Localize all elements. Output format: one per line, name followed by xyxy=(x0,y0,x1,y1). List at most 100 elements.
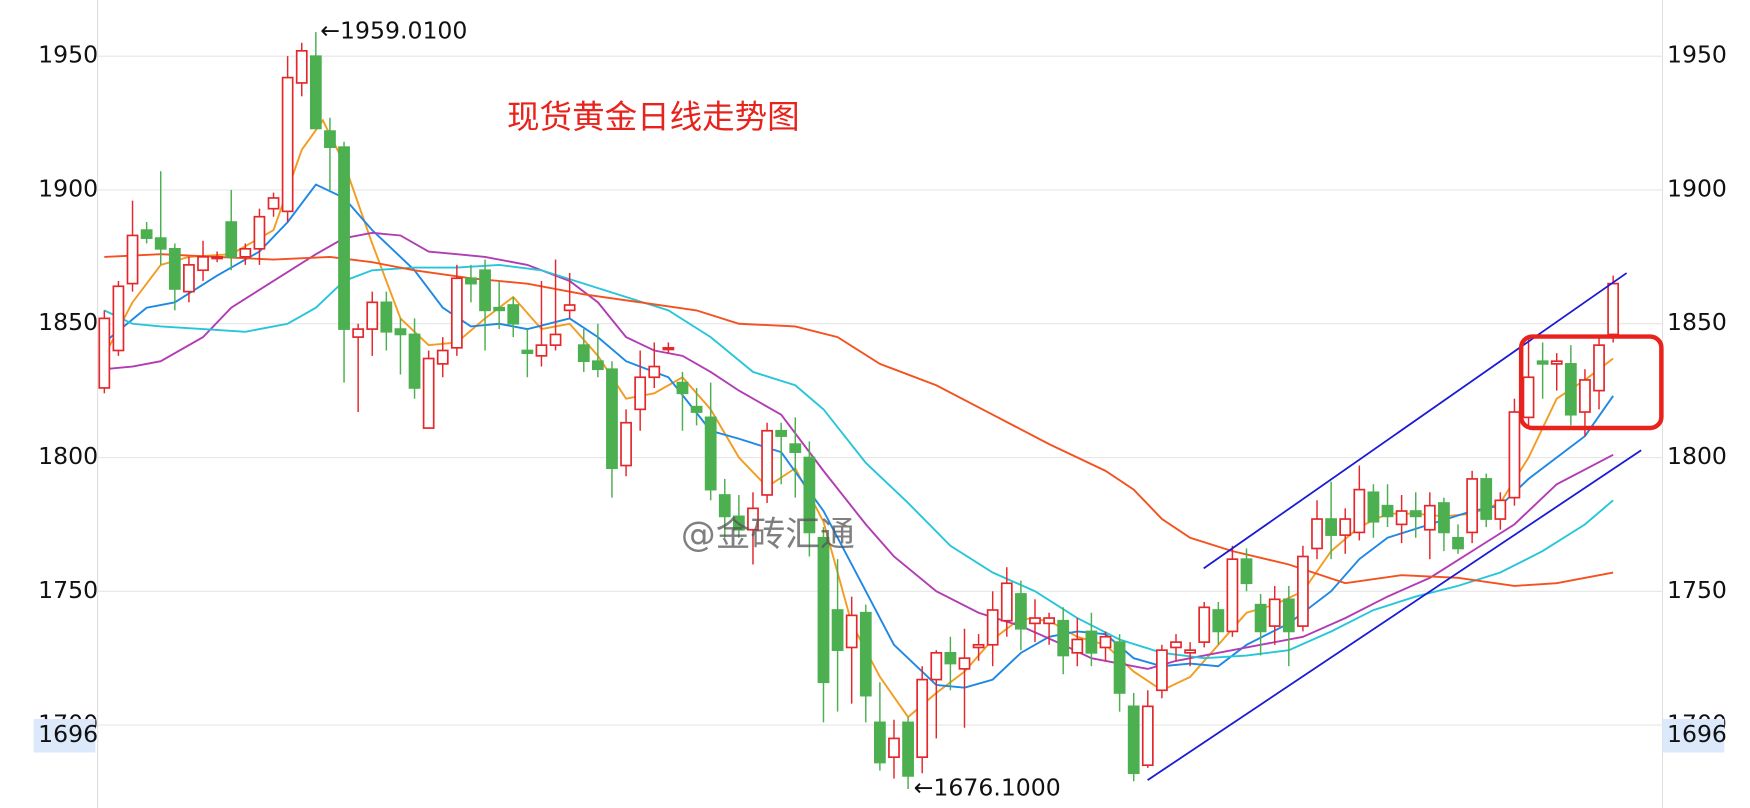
candle-body xyxy=(1353,488,1366,534)
candle-body xyxy=(958,657,971,670)
candle-body xyxy=(986,609,999,646)
candle-body xyxy=(1297,555,1309,627)
price-tag-left: 1696 xyxy=(38,720,98,748)
ma-lines xyxy=(103,118,1614,719)
candle-body xyxy=(507,304,520,325)
candle-body xyxy=(267,197,280,210)
candle-body xyxy=(1494,499,1507,520)
candle-body xyxy=(1268,598,1281,627)
candle-body xyxy=(1212,609,1225,633)
candle-body xyxy=(140,229,153,239)
candle-body xyxy=(1367,491,1380,523)
ma-line xyxy=(104,253,1614,587)
candle-body xyxy=(1099,635,1112,649)
candle-body xyxy=(197,256,209,272)
candle-body xyxy=(408,333,421,389)
candle-body xyxy=(1438,502,1450,534)
candle-body xyxy=(380,301,393,333)
chart-title: 现货黄金日线走势图 xyxy=(507,98,800,136)
candle-body xyxy=(803,456,816,534)
candle-body xyxy=(549,333,562,346)
candle-body xyxy=(324,130,336,148)
candle-body xyxy=(789,443,802,453)
price-tag-right: 1696 xyxy=(1667,720,1727,748)
candle-body xyxy=(606,368,618,470)
candle-body xyxy=(1029,617,1041,625)
candle-body xyxy=(239,247,252,258)
candle-body xyxy=(1480,478,1493,520)
candle-body xyxy=(690,405,703,413)
candle-body xyxy=(295,49,308,84)
candle-body xyxy=(1452,536,1464,550)
candle-body xyxy=(704,416,717,491)
candles xyxy=(98,32,1620,790)
y2-tick-label: 1950 xyxy=(1667,41,1727,69)
candle-body xyxy=(1409,510,1422,518)
candle-body xyxy=(648,365,661,379)
candle-body xyxy=(338,146,350,330)
candle-body xyxy=(1579,379,1591,413)
candle-body xyxy=(1423,504,1436,531)
candle-body xyxy=(747,507,759,531)
candle-body xyxy=(183,264,195,293)
y-tick-label: 1950 xyxy=(38,41,98,69)
candle-body xyxy=(465,277,477,285)
ma-line xyxy=(104,231,1614,670)
candle-body xyxy=(154,237,167,250)
candle-body xyxy=(1113,641,1126,694)
candle-body xyxy=(211,256,224,260)
candle-body xyxy=(577,344,590,363)
ma-line xyxy=(103,183,1614,689)
price-tag-left-bg xyxy=(33,719,96,753)
candle-body xyxy=(422,357,435,429)
ma-line xyxy=(103,263,1614,660)
y2-tick-label: 1800 xyxy=(1667,442,1727,470)
candle-body xyxy=(732,515,745,531)
candle-body xyxy=(1170,641,1182,649)
candle-body xyxy=(1381,504,1394,518)
candle-body xyxy=(620,421,632,467)
candle-body xyxy=(916,678,929,759)
candle-body xyxy=(1015,593,1027,630)
grid xyxy=(97,55,1663,726)
low-annotation: ←1676.1000 xyxy=(914,774,1061,802)
candle-body xyxy=(563,304,576,312)
y2-tick-label: 1750 xyxy=(1667,576,1727,604)
candle-body xyxy=(1226,558,1239,633)
candle-body xyxy=(1282,598,1295,633)
candle-body xyxy=(817,536,830,684)
candle-body xyxy=(394,328,407,336)
watermark: @金砖汇通 xyxy=(681,515,855,555)
candle-body xyxy=(1593,344,1605,392)
candle-body xyxy=(1156,649,1168,692)
candle-body xyxy=(1141,705,1154,767)
candle-body xyxy=(1127,705,1140,775)
candle-body xyxy=(281,76,294,213)
candle-body xyxy=(521,349,534,355)
candle-body xyxy=(845,614,858,649)
candle-body xyxy=(676,381,689,395)
candle-body xyxy=(1522,376,1535,419)
candle-body xyxy=(1536,360,1549,365)
y-tick-label: 1800 xyxy=(38,442,98,470)
candle-body xyxy=(718,494,731,518)
candle-body xyxy=(309,55,322,130)
candle-body xyxy=(1325,518,1338,536)
candle-body xyxy=(366,301,379,330)
candle-body xyxy=(1564,363,1577,416)
y-tick-label: 1750 xyxy=(38,576,98,604)
candle-body xyxy=(1466,478,1479,534)
candle-body xyxy=(1311,518,1323,550)
price-tag-right-bg xyxy=(1662,719,1725,753)
candle-body xyxy=(1395,510,1408,526)
candle-body xyxy=(1508,411,1521,499)
y-tick-label: 1900 xyxy=(38,175,98,203)
candle-body xyxy=(1550,360,1563,365)
candle-body xyxy=(1339,518,1352,536)
y-tick-label: 1850 xyxy=(38,308,98,336)
candle-body xyxy=(112,285,125,352)
candle-body xyxy=(662,346,675,351)
candle-body xyxy=(944,651,957,665)
candle-body xyxy=(1184,649,1196,654)
